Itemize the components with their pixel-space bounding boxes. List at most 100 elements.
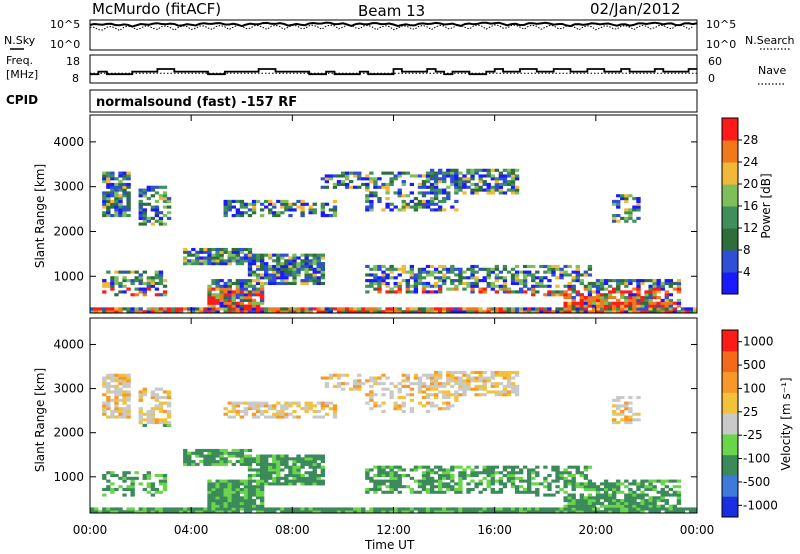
heatmap-cell xyxy=(280,468,285,472)
heatmap-cell xyxy=(377,479,382,483)
heatmap-cell xyxy=(247,256,253,260)
heatmap-cell xyxy=(478,490,483,494)
heatmap-cell xyxy=(138,482,143,486)
heatmap-cell xyxy=(158,276,164,280)
heatmap-cell xyxy=(579,474,584,478)
heatmap-cell xyxy=(446,407,451,411)
heatmap-cell xyxy=(652,287,657,291)
heatmap-cell xyxy=(429,393,435,397)
heatmap-cell xyxy=(231,293,236,297)
heatmap-cell xyxy=(207,487,212,492)
heatmap-cell xyxy=(296,474,301,478)
heatmap-cell xyxy=(454,287,459,291)
heatmap-cell xyxy=(102,290,107,294)
heatmap-cell xyxy=(243,504,249,508)
heatmap-cell xyxy=(255,264,261,269)
heatmap-cell xyxy=(672,479,678,483)
heatmap-cell xyxy=(280,270,285,274)
heatmap-cell xyxy=(223,499,228,503)
heatmap-cell xyxy=(158,396,164,400)
heatmap-cell xyxy=(308,211,313,215)
heatmap-cell xyxy=(276,482,281,486)
heatmap-cell xyxy=(640,496,645,500)
heatmap-cell xyxy=(547,493,552,497)
heatmap-cell xyxy=(158,281,164,286)
heatmap-cell xyxy=(255,454,261,458)
heatmap-cell xyxy=(514,373,520,377)
heatmap-cell xyxy=(300,202,305,206)
heatmap-cell xyxy=(373,191,378,195)
heatmap-cell xyxy=(324,214,330,218)
heatmap-cell xyxy=(296,465,301,469)
heatmap-cell xyxy=(195,507,200,511)
heatmap-cell xyxy=(122,510,127,514)
heatmap-cell xyxy=(389,208,394,212)
heatmap-cell xyxy=(624,415,629,419)
heatmap-cell xyxy=(458,510,463,514)
heatmap-cell xyxy=(599,504,605,508)
heatmap-cell xyxy=(628,496,633,500)
heatmap-cell xyxy=(628,279,633,283)
heatmap-cell xyxy=(377,185,382,189)
heatmap-cell xyxy=(624,496,629,500)
heatmap-cell xyxy=(563,476,568,480)
heatmap-cell xyxy=(672,490,678,494)
heatmap-cell xyxy=(567,304,572,308)
heatmap-cell xyxy=(276,471,281,475)
heatmap-cell xyxy=(312,476,317,480)
heatmap-cell xyxy=(676,281,682,286)
heatmap-cell xyxy=(612,214,617,218)
heatmap-cell xyxy=(365,174,370,178)
heatmap-cell xyxy=(527,307,532,311)
heatmap-cell xyxy=(122,177,127,181)
heatmap-cell xyxy=(470,191,475,195)
heatmap-cell xyxy=(644,310,649,314)
heatmap-cell xyxy=(555,468,560,472)
heatmap-cell xyxy=(259,457,265,461)
heatmap-cell xyxy=(365,264,370,269)
heatmap-cell xyxy=(429,468,435,472)
heatmap-cell xyxy=(110,398,115,402)
heatmap-cell xyxy=(255,457,261,461)
heatmap-cell xyxy=(162,485,168,489)
heatmap-cell xyxy=(251,287,257,291)
heatmap-cell xyxy=(571,479,576,483)
heatmap-cell xyxy=(259,510,265,514)
heatmap-cell xyxy=(328,214,334,218)
heatmap-cell xyxy=(304,454,309,458)
heatmap-cell xyxy=(227,510,232,514)
heatmap-cell xyxy=(446,287,451,291)
heatmap-cell xyxy=(474,182,479,187)
heatmap-cell xyxy=(506,382,512,386)
heatmap-cell xyxy=(130,293,135,297)
heatmap-cell xyxy=(494,510,500,514)
heatmap-cell xyxy=(114,270,119,274)
heatmap-cell xyxy=(158,307,164,311)
heatmap-cell xyxy=(571,298,576,302)
heatmap-cell xyxy=(264,401,269,405)
heatmap-cell xyxy=(389,390,394,394)
heatmap-cell xyxy=(510,474,516,478)
heatmap-cell xyxy=(110,194,115,198)
heatmap-cell xyxy=(425,393,431,397)
heatmap-cell xyxy=(401,379,406,383)
heatmap-cell xyxy=(478,376,483,380)
heatmap-cell xyxy=(199,451,204,455)
heatmap-cell xyxy=(332,407,338,411)
heatmap-cell xyxy=(636,287,641,291)
heatmap-cell xyxy=(442,382,447,386)
heatmap-cell xyxy=(433,270,439,274)
heatmap-cell xyxy=(438,284,443,288)
heatmap-cell xyxy=(385,387,390,391)
heatmap-cell xyxy=(235,199,241,203)
heatmap-cell xyxy=(510,267,516,271)
heatmap-cell xyxy=(389,267,394,271)
heatmap-cell xyxy=(231,404,236,408)
heatmap-cell xyxy=(280,202,285,206)
heatmap-cell xyxy=(272,404,277,408)
heatmap-cell xyxy=(607,485,613,489)
heatmap-cell xyxy=(247,296,253,300)
heatmap-cell xyxy=(320,281,326,286)
heatmap-cell xyxy=(616,421,621,425)
heatmap-cell xyxy=(656,287,661,291)
